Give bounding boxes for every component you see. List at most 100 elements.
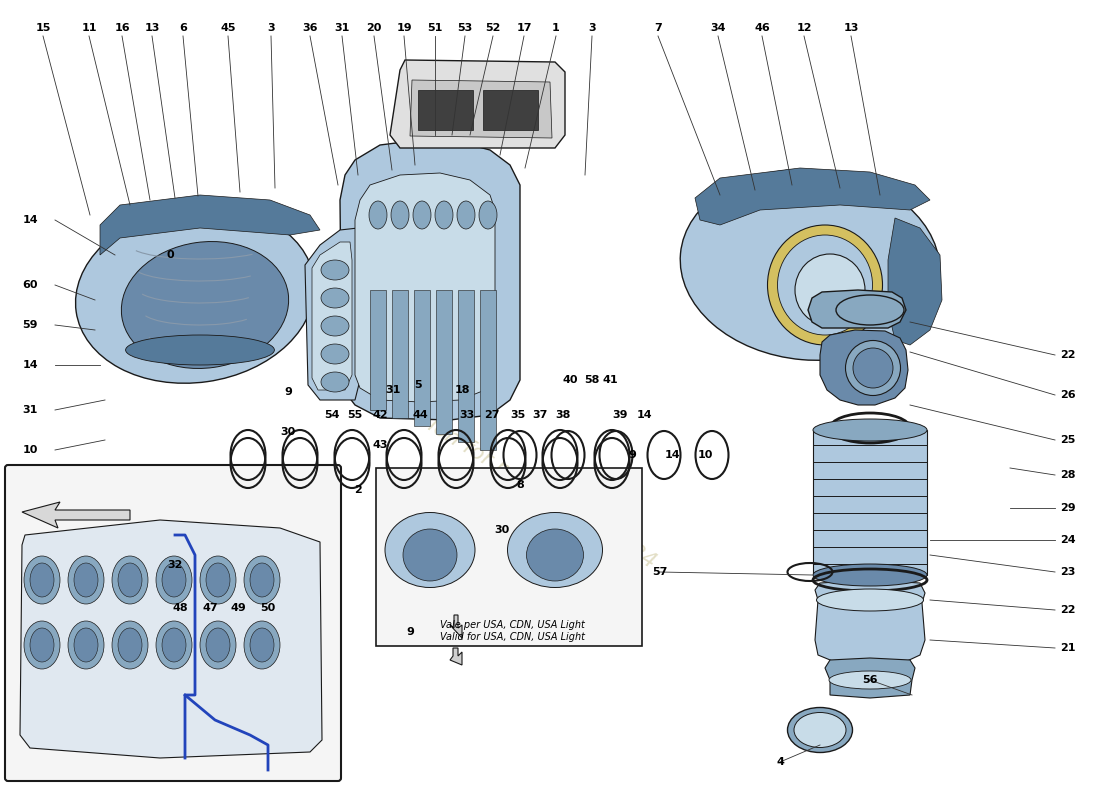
Polygon shape [480, 290, 496, 450]
Text: 52: 52 [485, 23, 501, 33]
Ellipse shape [434, 201, 453, 229]
Ellipse shape [846, 341, 901, 395]
Ellipse shape [321, 372, 349, 392]
Ellipse shape [816, 589, 924, 611]
FancyBboxPatch shape [376, 468, 642, 646]
Text: 14: 14 [22, 360, 37, 370]
Text: 3: 3 [267, 23, 275, 33]
Text: 14: 14 [637, 410, 652, 420]
Ellipse shape [112, 621, 148, 669]
Text: 26: 26 [1060, 390, 1076, 400]
Ellipse shape [507, 513, 603, 587]
Text: 56: 56 [862, 675, 878, 685]
Ellipse shape [403, 529, 456, 581]
Ellipse shape [778, 235, 872, 335]
Text: 41: 41 [602, 375, 618, 385]
Text: 31: 31 [22, 405, 37, 415]
Ellipse shape [244, 621, 280, 669]
Text: 21: 21 [1060, 643, 1076, 653]
Text: passion for parts since 1984: passion for parts since 1984 [381, 388, 659, 572]
Polygon shape [370, 290, 386, 410]
Ellipse shape [795, 254, 865, 326]
Text: 44: 44 [412, 410, 428, 420]
Ellipse shape [162, 563, 186, 597]
Ellipse shape [74, 628, 98, 662]
Ellipse shape [24, 621, 60, 669]
Polygon shape [414, 290, 430, 426]
Polygon shape [22, 502, 130, 528]
Text: 37: 37 [532, 410, 548, 420]
Polygon shape [815, 580, 925, 664]
Ellipse shape [156, 621, 192, 669]
Polygon shape [483, 90, 538, 130]
Text: 0: 0 [166, 250, 174, 260]
Ellipse shape [813, 419, 927, 441]
Polygon shape [820, 330, 908, 405]
Ellipse shape [385, 513, 475, 587]
Text: 23: 23 [1060, 567, 1076, 577]
Polygon shape [312, 242, 352, 390]
Text: 46: 46 [755, 23, 770, 33]
Ellipse shape [125, 335, 274, 365]
Text: 51: 51 [427, 23, 442, 33]
Polygon shape [436, 290, 452, 434]
Ellipse shape [321, 344, 349, 364]
Ellipse shape [368, 201, 387, 229]
Ellipse shape [200, 621, 236, 669]
Ellipse shape [680, 170, 939, 360]
Polygon shape [808, 290, 906, 328]
Ellipse shape [321, 260, 349, 280]
Text: 22: 22 [1060, 350, 1076, 360]
Polygon shape [888, 218, 942, 345]
Text: 9: 9 [406, 627, 414, 637]
Text: 39: 39 [613, 410, 628, 420]
Ellipse shape [162, 628, 186, 662]
Ellipse shape [321, 316, 349, 336]
Polygon shape [418, 90, 473, 130]
Text: 1: 1 [552, 23, 560, 33]
Text: 19: 19 [396, 23, 411, 33]
Text: 58: 58 [584, 375, 600, 385]
Text: 9: 9 [628, 450, 636, 460]
Text: 9: 9 [284, 387, 292, 397]
Polygon shape [825, 658, 915, 698]
Text: 55: 55 [348, 410, 363, 420]
Ellipse shape [206, 628, 230, 662]
Polygon shape [100, 195, 320, 255]
Ellipse shape [321, 288, 349, 308]
Polygon shape [390, 60, 565, 148]
Ellipse shape [112, 556, 148, 604]
Ellipse shape [244, 556, 280, 604]
Ellipse shape [30, 628, 54, 662]
Text: 17: 17 [516, 23, 531, 33]
Text: 48: 48 [173, 603, 188, 613]
Text: 14: 14 [664, 450, 680, 460]
Polygon shape [813, 430, 927, 575]
Ellipse shape [794, 713, 846, 747]
Ellipse shape [768, 225, 882, 345]
Ellipse shape [456, 201, 475, 229]
Ellipse shape [250, 628, 274, 662]
Text: 36: 36 [302, 23, 318, 33]
Text: 42: 42 [372, 410, 388, 420]
Text: 10: 10 [22, 445, 37, 455]
Text: 3: 3 [588, 23, 596, 33]
Text: 38: 38 [556, 410, 571, 420]
Text: 4: 4 [777, 757, 784, 767]
Polygon shape [450, 615, 462, 638]
Text: 29: 29 [1060, 503, 1076, 513]
Ellipse shape [74, 563, 98, 597]
Ellipse shape [788, 707, 853, 753]
Polygon shape [695, 168, 930, 225]
Text: 47: 47 [202, 603, 218, 613]
Ellipse shape [390, 201, 409, 229]
Text: 10: 10 [697, 450, 713, 460]
Polygon shape [355, 173, 495, 402]
Ellipse shape [813, 564, 927, 586]
Text: 16: 16 [114, 23, 130, 33]
Text: 18: 18 [454, 385, 470, 395]
Ellipse shape [829, 671, 911, 689]
Text: 54: 54 [324, 410, 340, 420]
Ellipse shape [121, 242, 288, 369]
Ellipse shape [118, 628, 142, 662]
